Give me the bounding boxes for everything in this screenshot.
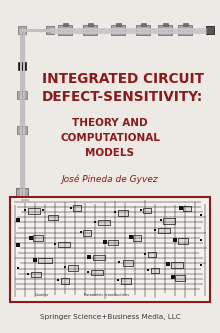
Bar <box>111 25 125 35</box>
Bar <box>200 263 202 266</box>
Bar <box>18 26 26 34</box>
Bar <box>178 238 188 244</box>
Text: Springer Science+Business Media, LLC: Springer Science+Business Media, LLC <box>40 314 180 320</box>
Bar <box>48 215 58 220</box>
Bar <box>58 25 72 35</box>
Bar <box>24 209 26 211</box>
Bar <box>173 238 177 241</box>
Text: COMPUTATIONAL: COMPUTATIONAL <box>60 133 160 143</box>
Bar <box>10 197 210 302</box>
Bar <box>171 262 183 268</box>
Bar <box>70 207 72 209</box>
Bar <box>171 275 174 279</box>
Bar <box>121 278 131 284</box>
Bar <box>183 23 187 26</box>
Bar <box>151 268 159 273</box>
Bar <box>16 243 20 246</box>
Bar <box>143 208 151 213</box>
Bar <box>133 235 141 241</box>
Bar <box>18 62 26 70</box>
Bar <box>27 272 29 275</box>
Bar <box>141 23 145 26</box>
Bar <box>98 220 110 225</box>
Bar <box>103 240 106 243</box>
Bar <box>114 211 116 213</box>
Bar <box>93 255 105 260</box>
Bar <box>129 235 133 239</box>
Bar <box>16 188 28 200</box>
Bar <box>83 25 97 35</box>
Bar <box>123 260 133 266</box>
Bar <box>158 228 170 233</box>
Bar <box>29 236 33 239</box>
Bar <box>17 126 27 134</box>
Bar <box>140 209 142 211</box>
Bar <box>158 25 172 35</box>
Bar <box>91 270 103 275</box>
Bar <box>62 23 68 26</box>
Bar <box>154 228 156 231</box>
Bar <box>117 279 119 281</box>
Bar <box>73 205 81 211</box>
Bar <box>180 206 183 209</box>
Bar <box>31 272 41 277</box>
Bar <box>28 208 40 214</box>
Text: MODELS: MODELS <box>86 148 134 158</box>
Bar <box>16 218 20 221</box>
Text: DEFECT-SENSITIVITY:: DEFECT-SENSITIVITY: <box>42 90 203 104</box>
Bar <box>163 23 167 26</box>
Bar <box>147 269 149 271</box>
Bar <box>68 265 78 271</box>
Bar <box>54 243 56 245</box>
Bar <box>175 275 185 281</box>
Bar <box>46 26 54 34</box>
Text: Counter: Counter <box>35 293 49 297</box>
Bar <box>17 267 19 269</box>
Bar <box>206 26 214 34</box>
Text: José Pineda de Gyvez: José Pineda de Gyvez <box>62 175 158 184</box>
Bar <box>17 91 27 99</box>
Bar <box>116 23 121 26</box>
Text: THEORY AND: THEORY AND <box>72 118 148 128</box>
Bar <box>58 242 70 247</box>
Bar <box>61 278 69 284</box>
Bar <box>167 262 170 265</box>
Bar <box>94 221 96 223</box>
Bar <box>87 271 89 273</box>
Bar <box>178 25 192 35</box>
Bar <box>200 214 202 216</box>
Bar <box>163 218 175 224</box>
Bar <box>160 219 162 221</box>
Bar <box>42 209 44 211</box>
Bar <box>200 239 202 241</box>
Bar <box>144 253 146 255</box>
Bar <box>87 255 91 259</box>
Bar <box>64 266 66 268</box>
Bar <box>118 261 120 263</box>
Bar <box>108 240 118 245</box>
Bar <box>148 252 156 257</box>
Bar <box>33 258 37 262</box>
Bar <box>38 258 52 263</box>
Bar <box>33 235 43 241</box>
Bar <box>88 23 92 26</box>
Bar <box>83 230 91 236</box>
Bar <box>183 206 191 211</box>
Bar <box>136 25 150 35</box>
Bar <box>57 279 59 281</box>
Text: Parametric transductions: Parametric transductions <box>84 293 129 297</box>
Bar <box>118 210 128 216</box>
Bar <box>80 231 82 233</box>
Text: INTEGRATED CIRCUIT: INTEGRATED CIRCUIT <box>42 72 204 86</box>
